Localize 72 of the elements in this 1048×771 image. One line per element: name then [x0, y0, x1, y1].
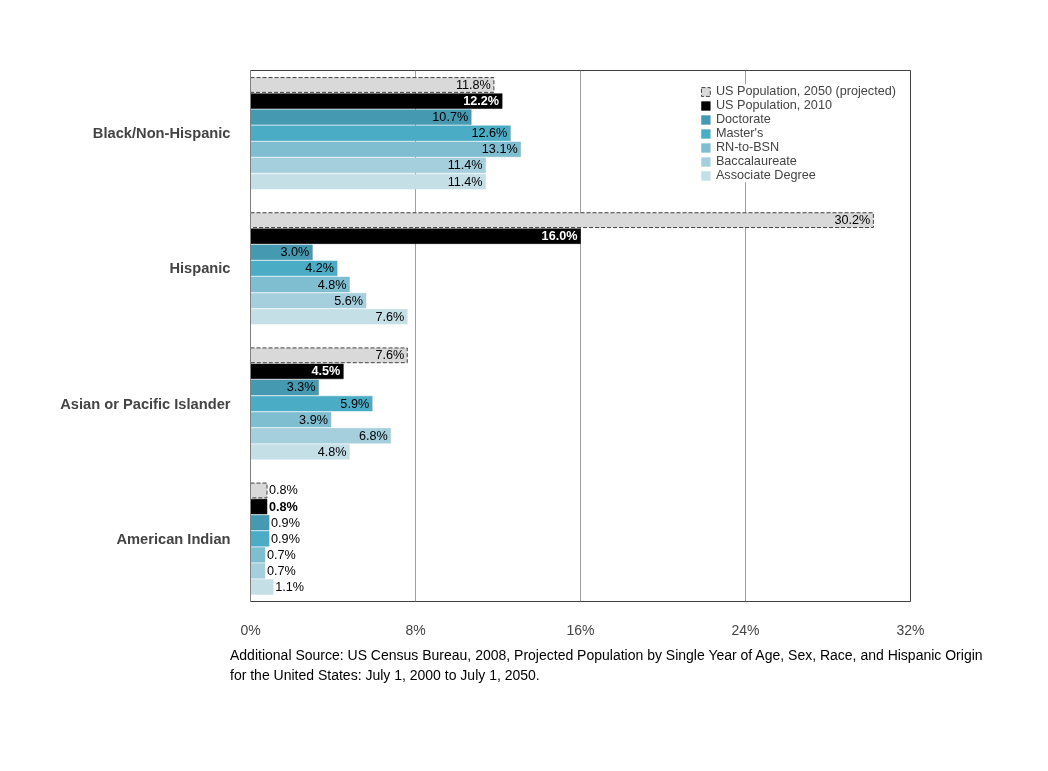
text: 11.8% [455, 77, 491, 92]
text: 3.9% [299, 412, 328, 427]
bar [250, 563, 266, 579]
text: 13.1% [481, 142, 518, 157]
text: 3.0% [280, 245, 310, 260]
bar [250, 579, 274, 595]
bar [250, 428, 391, 444]
bar [250, 212, 874, 229]
legend-label: Master's [715, 126, 764, 140]
bar [250, 309, 408, 325]
legend-label: US Population, 2050 (projected) [715, 84, 896, 98]
bar [250, 395, 373, 412]
bar [250, 157, 486, 174]
text: 0.8% [269, 483, 298, 498]
x-tick-label: 0% [240, 621, 261, 638]
text: 6.8% [358, 428, 388, 443]
text: Additional Source: US Census Bureau, 2008, Projected Population by Single Year of Age, Sex, Race, and Hispanic Origin for the United States: July 1, 2000 to July 1, 2050. [230, 646, 984, 685]
bar [250, 515, 270, 531]
text: 0.7% [266, 547, 296, 562]
legend-label: RN-to-BSN [715, 140, 780, 154]
text: 4.5% [311, 364, 341, 379]
text: 12.2% [463, 94, 500, 109]
text: 3.3% [286, 380, 316, 395]
text: 11.4% [447, 158, 483, 173]
bar [250, 173, 486, 190]
bar [250, 444, 350, 460]
bar [250, 363, 344, 380]
bar [250, 498, 268, 515]
bar [250, 260, 338, 277]
bar [250, 77, 495, 93]
x-tick-label: 32% [896, 621, 925, 638]
bar [250, 141, 521, 157]
bar [250, 531, 270, 547]
y-tick-label: Black/Non-Hispanic [92, 125, 231, 142]
legend-label: Associate Degree [715, 168, 816, 182]
text: 0.8% [269, 499, 298, 514]
text: 11.4% [447, 174, 483, 189]
bar [250, 547, 266, 563]
bar [250, 228, 581, 244]
text: 4.8% [317, 444, 347, 459]
bar [250, 292, 367, 309]
bar [250, 276, 350, 293]
text: 0.9% [271, 531, 300, 546]
x-tick-label: 8% [405, 621, 426, 638]
bar [250, 482, 268, 499]
y-tick-label: Asian or Pacific Islander [60, 395, 231, 412]
bar [250, 125, 511, 141]
bar [250, 379, 319, 396]
text: 0.7% [266, 563, 296, 578]
text: 4.2% [305, 261, 335, 276]
text: 10.7% [432, 110, 469, 125]
bar [250, 347, 408, 364]
bar [250, 93, 503, 109]
text: 7.6% [375, 309, 405, 324]
x-tick-label: 16% [566, 621, 595, 638]
text: 5.9% [340, 396, 370, 411]
legend-label: US Population, 2010 [715, 98, 832, 112]
bar [250, 412, 332, 428]
text: 16.0% [541, 229, 578, 244]
text: 4.8% [317, 277, 347, 292]
text: 0.9% [271, 515, 300, 530]
y-tick-label: American Indian [116, 530, 231, 547]
legend-label: Doctorate [715, 112, 771, 126]
bar [250, 109, 472, 125]
legend-label: Baccalaureate [715, 154, 797, 168]
y-tick-label: Hispanic [169, 260, 231, 277]
text: 5.6% [334, 293, 364, 308]
text: 1.1% [275, 580, 305, 595]
text: 12.6% [471, 126, 508, 141]
text: 30.2% [834, 213, 871, 228]
x-tick-label: 24% [731, 621, 760, 638]
text: 7.6% [375, 348, 405, 363]
